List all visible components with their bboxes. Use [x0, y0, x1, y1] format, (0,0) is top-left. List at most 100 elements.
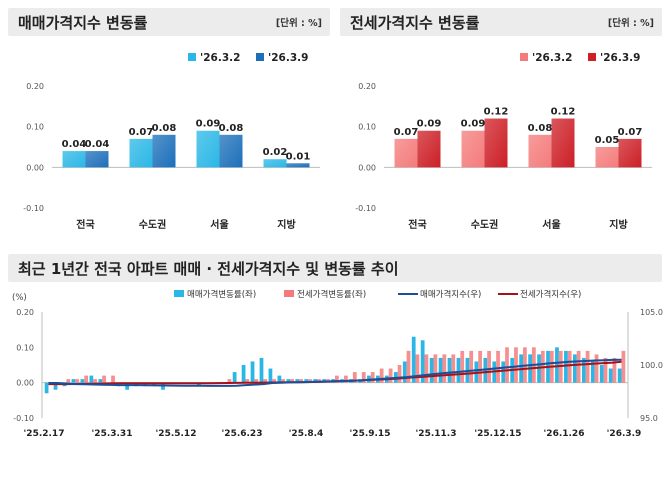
sale-panel-title-bar: 매매가격지수 변동률 [단위 : %]: [8, 8, 330, 36]
trend-jeonse-rate-bar: [227, 379, 232, 383]
sale-bar: [85, 151, 109, 168]
trend-legend-label-sale-rate: 매매가격변동률(좌): [187, 289, 256, 300]
trend-jeonse-rate-bar: [290, 379, 294, 383]
trend-jeonse-rate-bar: [594, 354, 599, 383]
trend-x-tick-label: '25.9.15: [350, 429, 391, 439]
jeonse-value-label: 0.07: [394, 127, 419, 138]
trend-jeonse-rate-bar: [496, 350, 500, 383]
jeonse-value-label: 0.12: [551, 107, 576, 118]
trend-jeonse-rate-bar: [621, 350, 626, 383]
trend-jeonse-rate-bar: [102, 375, 106, 383]
trend-jeonse-rate-bar: [415, 354, 420, 383]
trend-jeonse-rate-bar: [245, 379, 250, 383]
jeonse-ytick-label: 0.20: [358, 82, 376, 91]
sale-value-label: 0.07: [129, 127, 154, 138]
jeonse-legend-swatch: [588, 53, 596, 61]
trend-sale-rate-bar: [555, 347, 559, 383]
sale-bar: [286, 163, 310, 168]
sale-bar: [62, 151, 86, 168]
trend-sale-rate-bar: [268, 368, 273, 383]
trend-jeonse-rate-bar: [424, 354, 429, 383]
jeonse-ytick-label: -0.10: [355, 204, 376, 213]
jeonse-unit-label: [단위 : %]: [607, 18, 654, 29]
trend-sale-rate-bar: [411, 336, 416, 383]
trend-sale-rate-bar: [196, 382, 201, 387]
sale-bar: [196, 130, 220, 168]
jeonse-category-label: 수도권: [471, 219, 499, 231]
sale-ytick-label: 0.10: [26, 123, 44, 132]
trend-sale-rate-bar: [599, 365, 604, 383]
sale-value-label: 0.04: [85, 139, 110, 150]
jeonse-legend-label: '26.3.9: [600, 52, 640, 64]
trend-x-tick-label: '25.12.15: [474, 429, 521, 439]
sale-value-label: 0.01: [286, 151, 311, 162]
trend-jeonse-rate-bar: [478, 350, 483, 383]
trend-jeonse-rate-bar: [281, 379, 286, 383]
trend-jeonse-rate-bar: [397, 365, 402, 383]
trend-jeonse-rate-bar: [263, 379, 268, 383]
trend-sale-rate-bar: [286, 379, 291, 383]
trend-sale-rate-bar: [250, 361, 255, 383]
trend-jeonse-rate-bar: [603, 357, 608, 383]
sale-unit-label: [단위 : %]: [275, 18, 322, 29]
trend-left-tick-label: 0.10: [16, 343, 34, 352]
sale-category-label: 서울: [210, 218, 228, 231]
jeonse-category-label: 지방: [609, 218, 628, 231]
trend-sale-rate-bar: [125, 382, 130, 390]
sale-bar: [263, 159, 287, 168]
trend-sale-rate-bar: [501, 361, 506, 383]
trend-jeonse-rate-bar: [487, 350, 491, 383]
trend-sale-rate-bar: [572, 354, 577, 383]
jeonse-value-label: 0.09: [417, 119, 442, 130]
trend-sale-rate-bar: [71, 379, 76, 383]
trend-jeonse-rate-bar: [505, 347, 509, 383]
trend-y-axis-unit: (%): [12, 293, 27, 303]
trend-jeonse-rate-bar: [451, 354, 456, 383]
trend-x-tick-label: '25.8.4: [289, 429, 324, 439]
jeonse-bar: [551, 118, 575, 168]
trend-sale-rate-bar: [617, 368, 622, 383]
trend-sale-rate-bar: [304, 379, 309, 383]
trend-jeonse-rate-bar: [75, 379, 80, 383]
sale-category-label: 수도권: [139, 219, 167, 231]
trend-x-tick-label: '26.1.26: [544, 429, 585, 439]
trend-panel-title: 최근 1년간 전국 아파트 매매 · 전세가격지수 및 변동률 추이: [18, 259, 399, 278]
sale-legend-label: '26.3.2: [200, 52, 240, 64]
trend-jeonse-rate-bar: [433, 354, 438, 383]
jeonse-panel-title-bar: 전세가격지수 변동률 [단위 : %]: [340, 8, 662, 36]
trend-sale-rate-bar: [241, 365, 246, 383]
sale-ytick-label: 0.00: [26, 163, 44, 172]
trend-jeonse-rate-bar: [335, 375, 339, 383]
trend-sale-rate-bar: [402, 361, 407, 383]
trend-x-tick-label: '25.3.31: [92, 429, 133, 439]
trend-sale-rate-bar: [447, 357, 452, 383]
trend-x-tick-label: '25.11.3: [416, 429, 457, 439]
trend-left-tick-label: 0.00: [16, 379, 34, 388]
trend-sale-rate-bar: [564, 350, 568, 383]
trend-jeonse-rate-bar: [585, 350, 590, 383]
trend-jeonse-rate-bar: [272, 379, 277, 383]
jeonse-ytick-label: 0.10: [358, 123, 376, 132]
trend-x-tick-label: '25.5.12: [156, 429, 197, 439]
trend-jeonse-rate-bar: [514, 347, 518, 383]
trend-jeonse-rate-bar: [406, 350, 411, 383]
trend-sale-rate-bar: [98, 379, 103, 383]
trend-jeonse-rate-bar: [442, 354, 447, 383]
trend-right-tick-label: 95.0: [640, 414, 658, 423]
jeonse-legend-swatch: [520, 53, 528, 61]
jeonse-value-label: 0.09: [461, 119, 486, 130]
sale-category-label: 전국: [76, 218, 94, 231]
trend-legend-label-jeonse-rate: 전세가격변동률(좌): [297, 289, 366, 300]
trend-panel-title-bar: 최근 1년간 전국 아파트 매매 · 전세가격지수 및 변동률 추이: [8, 254, 662, 282]
trend-jeonse-rate-bar: [612, 357, 617, 383]
trend-sale-rate-bar: [295, 379, 300, 383]
jeonse-bar: [618, 138, 642, 168]
trend-sale-rate-bar: [608, 368, 613, 383]
trend-jeonse-rate-bar: [343, 375, 348, 383]
trend-sale-rate-bar: [232, 372, 237, 383]
trend-jeonse-rate-bar: [469, 350, 474, 383]
trend-sale-rate-bar: [420, 340, 425, 383]
trend-legend-label-jeonse-index: 전세가격지수(우): [520, 289, 581, 300]
trend-jeonse-rate-bar: [308, 379, 312, 383]
